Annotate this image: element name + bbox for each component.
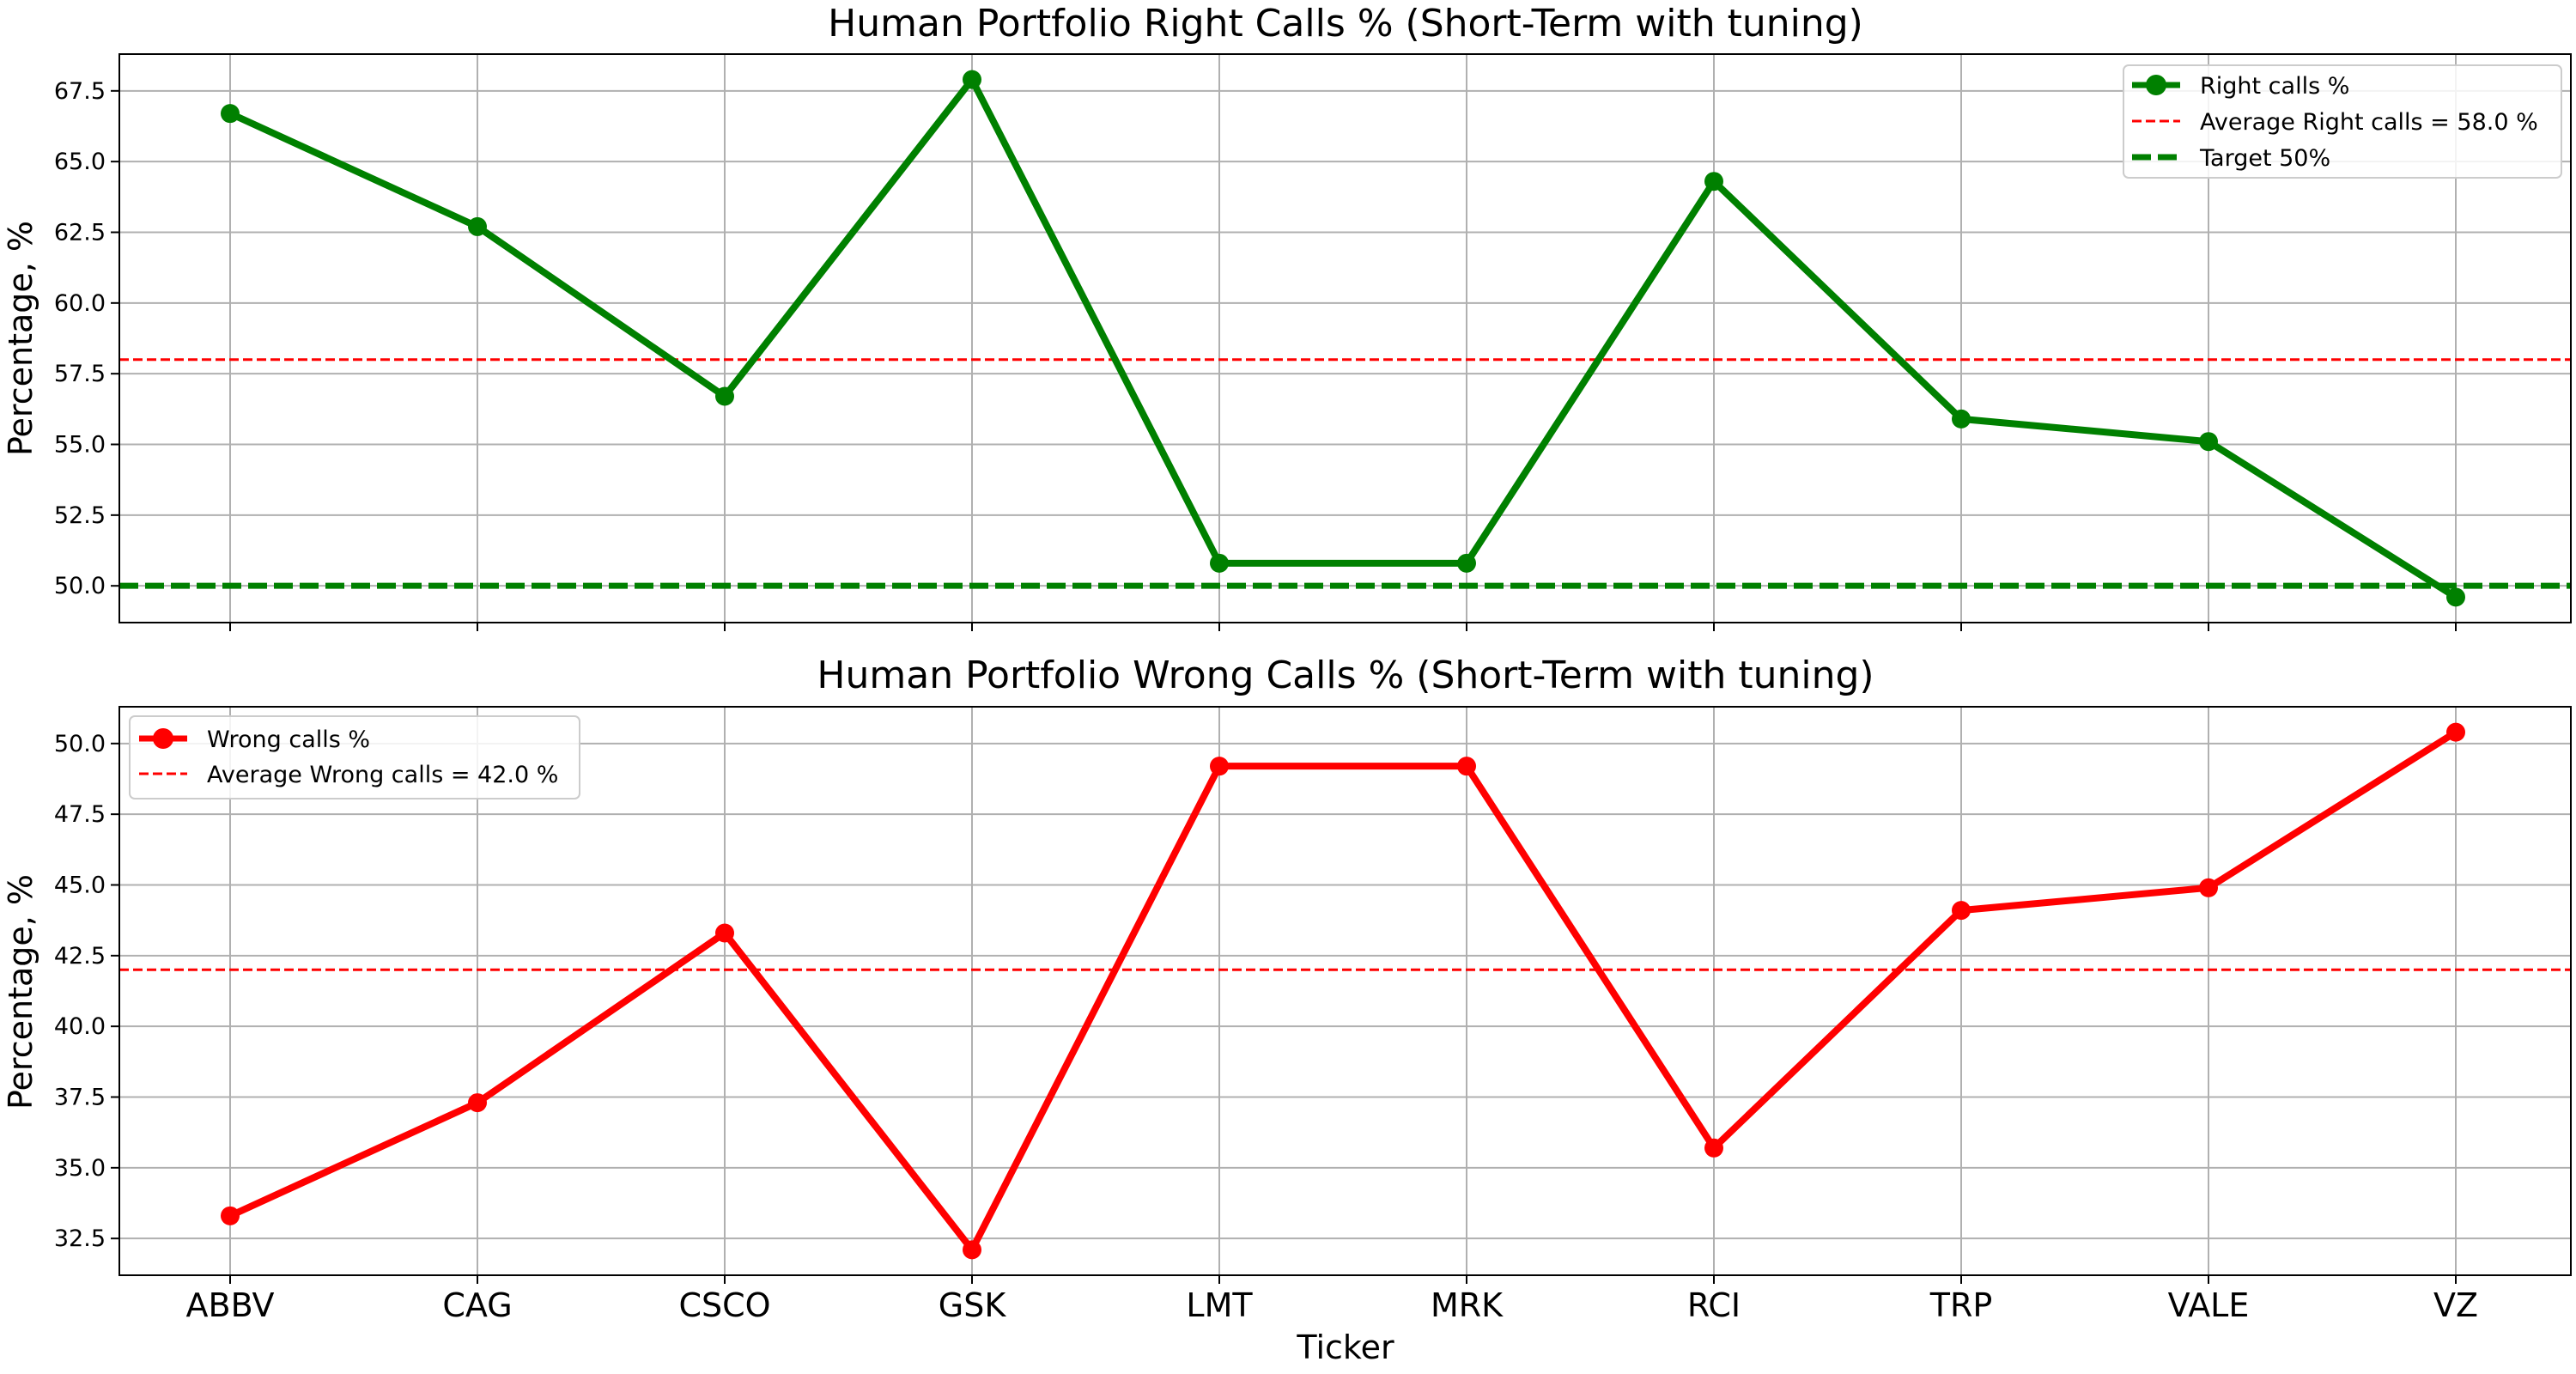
wrong-calls-chart-title: Human Portfolio Wrong Calls % (Short-Ter… bbox=[817, 654, 1874, 697]
wrong-calls-y-axis-label: Percentage, % bbox=[2, 874, 39, 1110]
right-calls-grid bbox=[119, 54, 2571, 623]
wrong-calls-x-axis: ABBV CAG CSCO GSK LMT MRK RCI TRP VALE VZ bbox=[186, 1275, 2478, 1324]
data-point bbox=[2199, 432, 2218, 452]
legend-wrong-calls-label: Wrong calls % bbox=[207, 727, 370, 753]
x-tick-label: VALE bbox=[2168, 1286, 2250, 1324]
right-calls-plot-frame bbox=[118, 53, 2572, 623]
wrong-calls-legend: Wrong calls % Average Wrong calls = 42.0… bbox=[129, 715, 580, 799]
legend-entry-average-wrong: Average Wrong calls = 42.0 % bbox=[139, 762, 558, 788]
y-tick-label: 52.5 bbox=[54, 502, 106, 529]
y-tick-label: 67.5 bbox=[54, 78, 106, 105]
right-calls-legend-box bbox=[2123, 64, 2562, 179]
data-point bbox=[221, 104, 240, 124]
data-point bbox=[2446, 722, 2465, 742]
y-tick-label: 60.0 bbox=[54, 290, 106, 317]
legend-right-calls-marker bbox=[2146, 75, 2166, 95]
x-tick-label: CSCO bbox=[678, 1286, 770, 1324]
series-line bbox=[228, 76, 2458, 600]
data-point bbox=[715, 923, 734, 943]
right-calls-y-axis: 50.0 52.5 55.0 57.5 60.0 62.5 65.0 67.5 bbox=[54, 78, 119, 599]
right-calls-chart-title: Human Portfolio Right Calls % (Short-Ter… bbox=[828, 2, 1863, 46]
data-point bbox=[468, 216, 487, 236]
legend-average-wrong-label: Average Wrong calls = 42.0 % bbox=[207, 762, 558, 788]
x-tick-label: RCI bbox=[1687, 1286, 1741, 1324]
legend-wrong-calls-marker bbox=[153, 728, 173, 749]
y-tick-label: 62.5 bbox=[54, 219, 106, 246]
y-tick-label: 35.0 bbox=[54, 1155, 106, 1182]
right-calls-y-axis-label: Percentage, % bbox=[2, 221, 39, 456]
legend-entry-wrong-calls: Wrong calls % bbox=[139, 727, 370, 753]
y-tick-label: 57.5 bbox=[54, 361, 106, 387]
right-calls-chart: Human Portfolio Right Calls % (Short-Ter… bbox=[2, 2, 2572, 631]
x-tick-label: LMT bbox=[1186, 1286, 1253, 1324]
y-tick-label: 50.0 bbox=[54, 731, 106, 757]
right-calls-legend: Right calls % Average Right calls = 58.0… bbox=[2123, 64, 2562, 179]
x-axis-label: Ticker bbox=[1296, 1328, 1394, 1366]
y-tick-label: 65.0 bbox=[54, 149, 106, 175]
data-point bbox=[1210, 757, 1229, 776]
y-tick-label: 40.0 bbox=[54, 1013, 106, 1040]
data-point bbox=[1704, 172, 1723, 192]
wrong-calls-plot-frame bbox=[118, 706, 2572, 1276]
data-point bbox=[1457, 553, 1476, 573]
data-point bbox=[963, 70, 981, 89]
series-line bbox=[228, 729, 2458, 1254]
data-point bbox=[715, 386, 734, 406]
wrong-calls-y-axis: 32.5 35.0 37.5 40.0 42.5 45.0 47.5 50.0 bbox=[54, 731, 119, 1252]
data-point bbox=[1210, 553, 1229, 573]
legend-entry-target: Target 50% bbox=[2132, 145, 2330, 172]
x-tick-label: TRP bbox=[1929, 1286, 1993, 1324]
y-tick-label: 47.5 bbox=[54, 801, 106, 828]
data-point bbox=[1952, 901, 1971, 921]
wrong-calls-legend-box bbox=[129, 715, 580, 799]
wrong-calls-series bbox=[221, 722, 2465, 1260]
data-point bbox=[2199, 878, 2218, 897]
data-point bbox=[468, 1093, 487, 1113]
legend-entry-average-right: Average Right calls = 58.0 % bbox=[2132, 109, 2538, 136]
y-tick-label: 45.0 bbox=[54, 872, 106, 898]
legend-average-right-label: Average Right calls = 58.0 % bbox=[2200, 109, 2538, 136]
right-calls-x-ticks bbox=[229, 623, 2457, 631]
legend-target-label: Target 50% bbox=[2199, 145, 2330, 172]
y-tick-label: 55.0 bbox=[54, 432, 106, 459]
wrong-calls-chart: Human Portfolio Wrong Calls % (Short-Ter… bbox=[2, 654, 2572, 1366]
y-tick-label: 42.5 bbox=[54, 943, 106, 970]
x-tick-label: ABBV bbox=[186, 1286, 275, 1324]
x-tick-label: CAG bbox=[442, 1286, 512, 1324]
x-tick-label: MRK bbox=[1431, 1286, 1504, 1324]
x-tick-label: VZ bbox=[2433, 1286, 2478, 1324]
legend-entry-right-calls: Right calls % bbox=[2132, 73, 2349, 100]
data-point bbox=[1952, 409, 1971, 429]
legend-right-calls-label: Right calls % bbox=[2200, 73, 2349, 100]
right-calls-series bbox=[221, 70, 2465, 607]
y-tick-label: 37.5 bbox=[54, 1085, 106, 1111]
y-tick-label: 32.5 bbox=[54, 1225, 106, 1252]
y-tick-label: 50.0 bbox=[54, 573, 106, 599]
data-point bbox=[963, 1240, 981, 1260]
x-tick-label: GSK bbox=[939, 1286, 1007, 1324]
data-point bbox=[1704, 1138, 1723, 1158]
right-calls-reference-lines bbox=[119, 358, 2571, 589]
data-point bbox=[1457, 757, 1476, 776]
data-point bbox=[2446, 587, 2465, 607]
data-point bbox=[221, 1206, 240, 1225]
